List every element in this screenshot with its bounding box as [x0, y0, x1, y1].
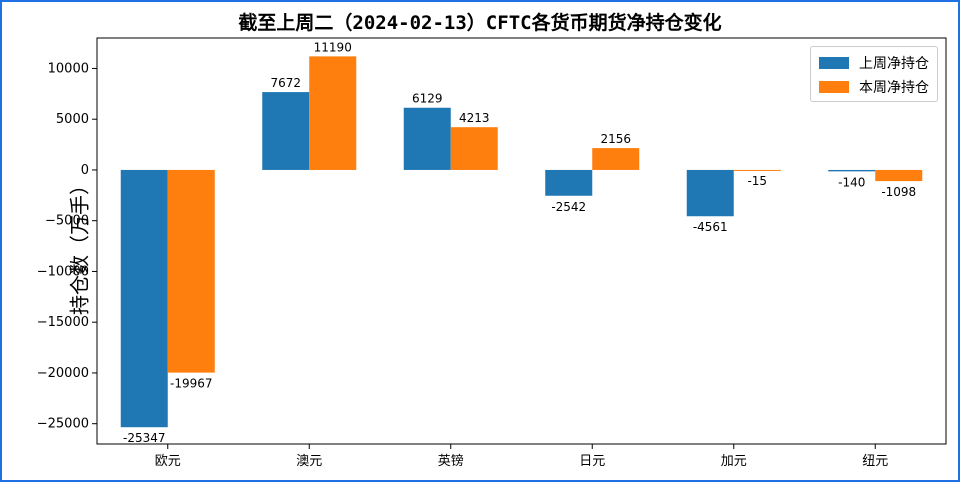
- bar-last-week: [828, 169, 876, 172]
- bar-last-week: [686, 169, 734, 217]
- data-label: 4213: [459, 111, 490, 125]
- y-tick-label: 5000: [56, 112, 89, 127]
- x-tick-label: 加元: [721, 454, 747, 469]
- y-tick-label: −10000: [37, 264, 89, 279]
- plot-area: [96, 37, 947, 445]
- bar-this-week: [309, 56, 357, 170]
- x-tick-label: 欧元: [155, 454, 181, 469]
- bar-this-week: [167, 169, 215, 373]
- data-label: 2156: [600, 132, 631, 146]
- y-tick-label: −20000: [37, 366, 89, 381]
- y-tick-label: −5000: [45, 214, 89, 229]
- x-tick-label: 澳元: [296, 453, 322, 469]
- bar-this-week: [875, 169, 923, 182]
- legend-label-this-week: 本周净持仓: [859, 80, 929, 96]
- bar-this-week: [733, 169, 781, 171]
- data-label: -25347: [123, 431, 166, 445]
- data-label: -1098: [881, 185, 916, 199]
- legend-label-last-week: 上周净持仓: [859, 56, 929, 72]
- y-tick-label: −15000: [37, 315, 89, 330]
- y-tick-label: 0: [81, 163, 89, 178]
- bar-last-week: [545, 169, 593, 196]
- data-label: -2542: [551, 200, 586, 214]
- legend-item-last-week: 上周净持仓: [819, 51, 929, 75]
- data-label: 7672: [270, 76, 301, 90]
- bar-last-week: [262, 92, 310, 170]
- legend: 上周净持仓 本周净持仓: [810, 46, 938, 102]
- bar-last-week: [403, 107, 451, 170]
- data-label: -4561: [693, 220, 728, 234]
- y-tick-label: 10000: [48, 61, 89, 76]
- x-tick-label: 日元: [579, 454, 605, 469]
- y-tick-label: −25000: [37, 417, 89, 432]
- legend-item-this-week: 本周净持仓: [819, 75, 929, 99]
- bar-this-week: [592, 148, 640, 170]
- bar-last-week: [120, 169, 168, 428]
- data-label: 11190: [314, 40, 352, 54]
- bar-this-week: [450, 127, 498, 170]
- data-label: -19967: [170, 377, 213, 391]
- data-label: -140: [838, 175, 865, 189]
- x-tick-label: 英镑: [438, 453, 464, 469]
- x-tick-label: 纽元: [862, 454, 888, 469]
- chart-title: 截至上周二（2024-02-13）CFTC各货币期货净持仓变化: [238, 12, 722, 34]
- data-label: 6129: [412, 92, 443, 106]
- legend-swatch-last-week: [819, 57, 849, 69]
- data-label: -15: [747, 174, 767, 188]
- legend-swatch-this-week: [819, 81, 849, 93]
